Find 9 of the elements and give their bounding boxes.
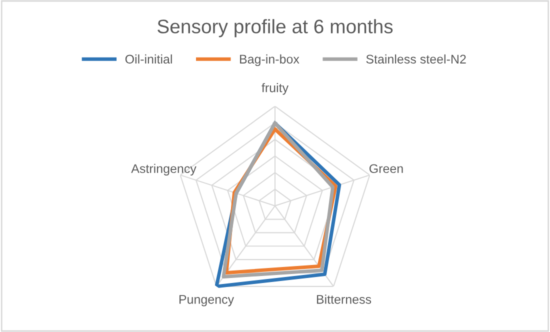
spoke-label: Bitterness: [316, 294, 372, 304]
spoke-label: Pungency: [179, 295, 234, 306]
spoke-label: Astringency: [131, 164, 196, 176]
legend-label: Stainless steel-N2: [366, 54, 466, 64]
legend-label: Bag-in-box: [240, 54, 300, 66]
chart-title: Sensory profile at 6 months: [158, 19, 393, 38]
spoke-label: Green: [369, 164, 403, 174]
spoke-label: fruity: [262, 83, 289, 95]
legend-label: Oil-initial: [125, 54, 172, 64]
